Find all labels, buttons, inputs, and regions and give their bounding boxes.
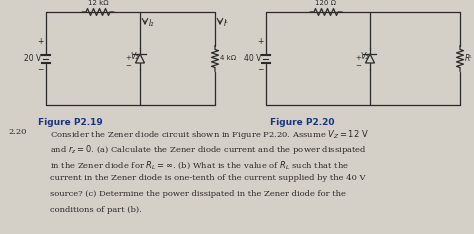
Text: +: + (257, 37, 263, 47)
Text: +: + (355, 55, 361, 62)
Text: +: + (37, 37, 43, 47)
Text: 40 V: 40 V (244, 54, 262, 63)
Text: Consider the Zener diode circuit shown in Figure P2.20. Assume $V_Z = 12\ \mathr: Consider the Zener diode circuit shown i… (50, 128, 369, 141)
Text: and $r_z = 0$. (a) Calculate the Zener diode current and the power dissipated: and $r_z = 0$. (a) Calculate the Zener d… (50, 143, 367, 157)
Text: −: − (125, 63, 131, 69)
Text: Iᴸ: Iᴸ (224, 18, 229, 28)
Text: Rᴸ: Rᴸ (465, 54, 473, 63)
Text: 120 Ω: 120 Ω (316, 0, 337, 6)
Text: I₂: I₂ (149, 18, 154, 28)
Text: −: − (355, 63, 361, 69)
Text: 4 kΩ: 4 kΩ (220, 55, 236, 62)
Text: source? (c) Determine the power dissipated in the Zener diode for the: source? (c) Determine the power dissipat… (50, 190, 346, 198)
Text: V₂: V₂ (130, 52, 138, 61)
Text: current in the Zener diode is one-tenth of the current supplied by the 40 V: current in the Zener diode is one-tenth … (50, 175, 365, 183)
Text: conditions of part (b).: conditions of part (b). (50, 205, 142, 213)
Text: −: − (257, 66, 263, 74)
Text: in the Zener diode for $R_L = \infty$. (b) What is the value of $R_L$ such that : in the Zener diode for $R_L = \infty$. (… (50, 159, 349, 171)
Text: −: − (37, 66, 43, 74)
Text: Figure P2.19: Figure P2.19 (38, 118, 103, 127)
Text: +: + (125, 55, 131, 62)
Text: 20 V: 20 V (24, 54, 42, 63)
Text: 2.20: 2.20 (8, 128, 27, 136)
Text: 12 kΩ: 12 kΩ (88, 0, 109, 6)
Text: V₂: V₂ (360, 52, 368, 61)
Text: Figure P2.20: Figure P2.20 (270, 118, 335, 127)
